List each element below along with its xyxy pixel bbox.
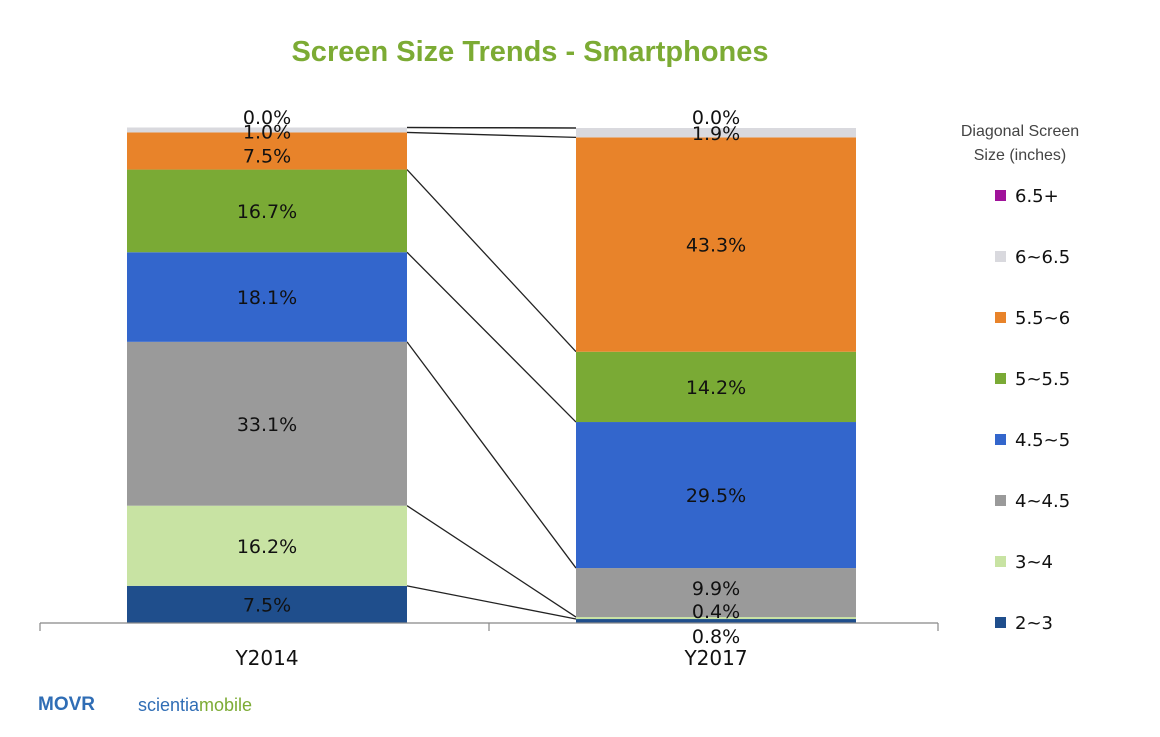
bar-Y2014-5.5~6	[127, 132, 407, 170]
bar-Y2017-3~4	[576, 617, 856, 620]
connector-line	[406, 131, 577, 139]
bar-Y2014-2~3	[127, 585, 407, 623]
legend-swatch	[995, 434, 1006, 445]
legend-label: 6.5+	[1015, 186, 1059, 207]
legend-swatch	[995, 190, 1006, 201]
legend-title: Diagonal Screen Size (inches)	[960, 123, 1080, 164]
legend-label: 6~6.5	[1015, 247, 1070, 268]
value-label: 1.0%	[243, 122, 291, 144]
x-axis: Y2014 Y2017	[39, 622, 939, 670]
bar-Y2017-5.5~6	[576, 137, 856, 352]
legend-swatch	[995, 617, 1006, 628]
value-label: 0.8%	[692, 626, 740, 648]
value-label: 33.1%	[237, 414, 297, 436]
value-label: 0.0%	[692, 107, 740, 129]
legend-swatch	[995, 556, 1006, 567]
legend-label: 2~3	[1015, 613, 1053, 634]
x-tick-label: Y2017	[683, 646, 747, 670]
bar-Y2017-5~5.5	[576, 351, 856, 423]
bars	[127, 127, 856, 623]
legend-swatch	[995, 373, 1006, 384]
legend-swatch	[995, 312, 1006, 323]
chart-title: Screen Size Trends - Smartphones	[291, 36, 769, 68]
connector-line	[406, 169, 577, 353]
value-label: 16.2%	[237, 536, 297, 558]
value-label: 9.9%	[692, 578, 740, 600]
bar-Y2014-5~5.5	[127, 169, 407, 253]
legend-swatch	[995, 251, 1006, 262]
legend-label: 4.5~5	[1015, 430, 1070, 451]
value-label: 7.5%	[243, 146, 291, 168]
mobile-wordmark: mobile	[199, 695, 253, 715]
value-label: 16.7%	[237, 201, 297, 223]
connector-lines	[406, 126, 577, 620]
bar-Y2014-4~4.5	[127, 341, 407, 506]
value-label: 0.0%	[243, 107, 291, 129]
bar-Y2014-6~6.5	[127, 127, 407, 133]
value-labels: 7.5%16.2%33.1%18.1%16.7%7.5%1.0%0.0%0.8%…	[237, 107, 746, 648]
value-label: 7.5%	[243, 594, 291, 616]
connector-line	[406, 505, 577, 618]
connector-line	[406, 251, 577, 423]
value-label: 0.4%	[692, 601, 740, 623]
legend: 6.5+ 6~6.5 5.5~6 5~5.5 4.5~5 4~4.5 3~4 2~3	[995, 186, 1070, 634]
value-label: 18.1%	[237, 287, 297, 309]
scientia-wordmark: scientia	[138, 695, 200, 715]
bar-Y2017-2~3	[576, 619, 856, 623]
x-tick-label: Y2014	[234, 646, 298, 670]
value-label: 1.9%	[692, 123, 740, 145]
legend-label: 5.5~6	[1015, 308, 1070, 329]
value-label: 14.2%	[686, 377, 746, 399]
movr-logo: MOVR	[38, 694, 95, 715]
scientiamobile-logo: scientiamobile	[138, 695, 252, 716]
bar-Y2017-4~4.5	[576, 568, 856, 618]
bar-Y2017-6~6.5	[576, 128, 856, 138]
connector-line	[406, 585, 577, 620]
legend-label: 5~5.5	[1015, 369, 1070, 390]
bar-Y2014-3~4	[127, 505, 407, 586]
connector-line	[406, 341, 577, 569]
value-label: 43.3%	[686, 235, 746, 257]
legend-label: 3~4	[1015, 552, 1053, 573]
value-label: 29.5%	[686, 485, 746, 507]
bar-Y2017-4.5~5	[576, 422, 856, 569]
bar-Y2014-4.5~5	[127, 252, 407, 342]
legend-label: 4~4.5	[1015, 491, 1070, 512]
legend-swatch	[995, 495, 1006, 506]
